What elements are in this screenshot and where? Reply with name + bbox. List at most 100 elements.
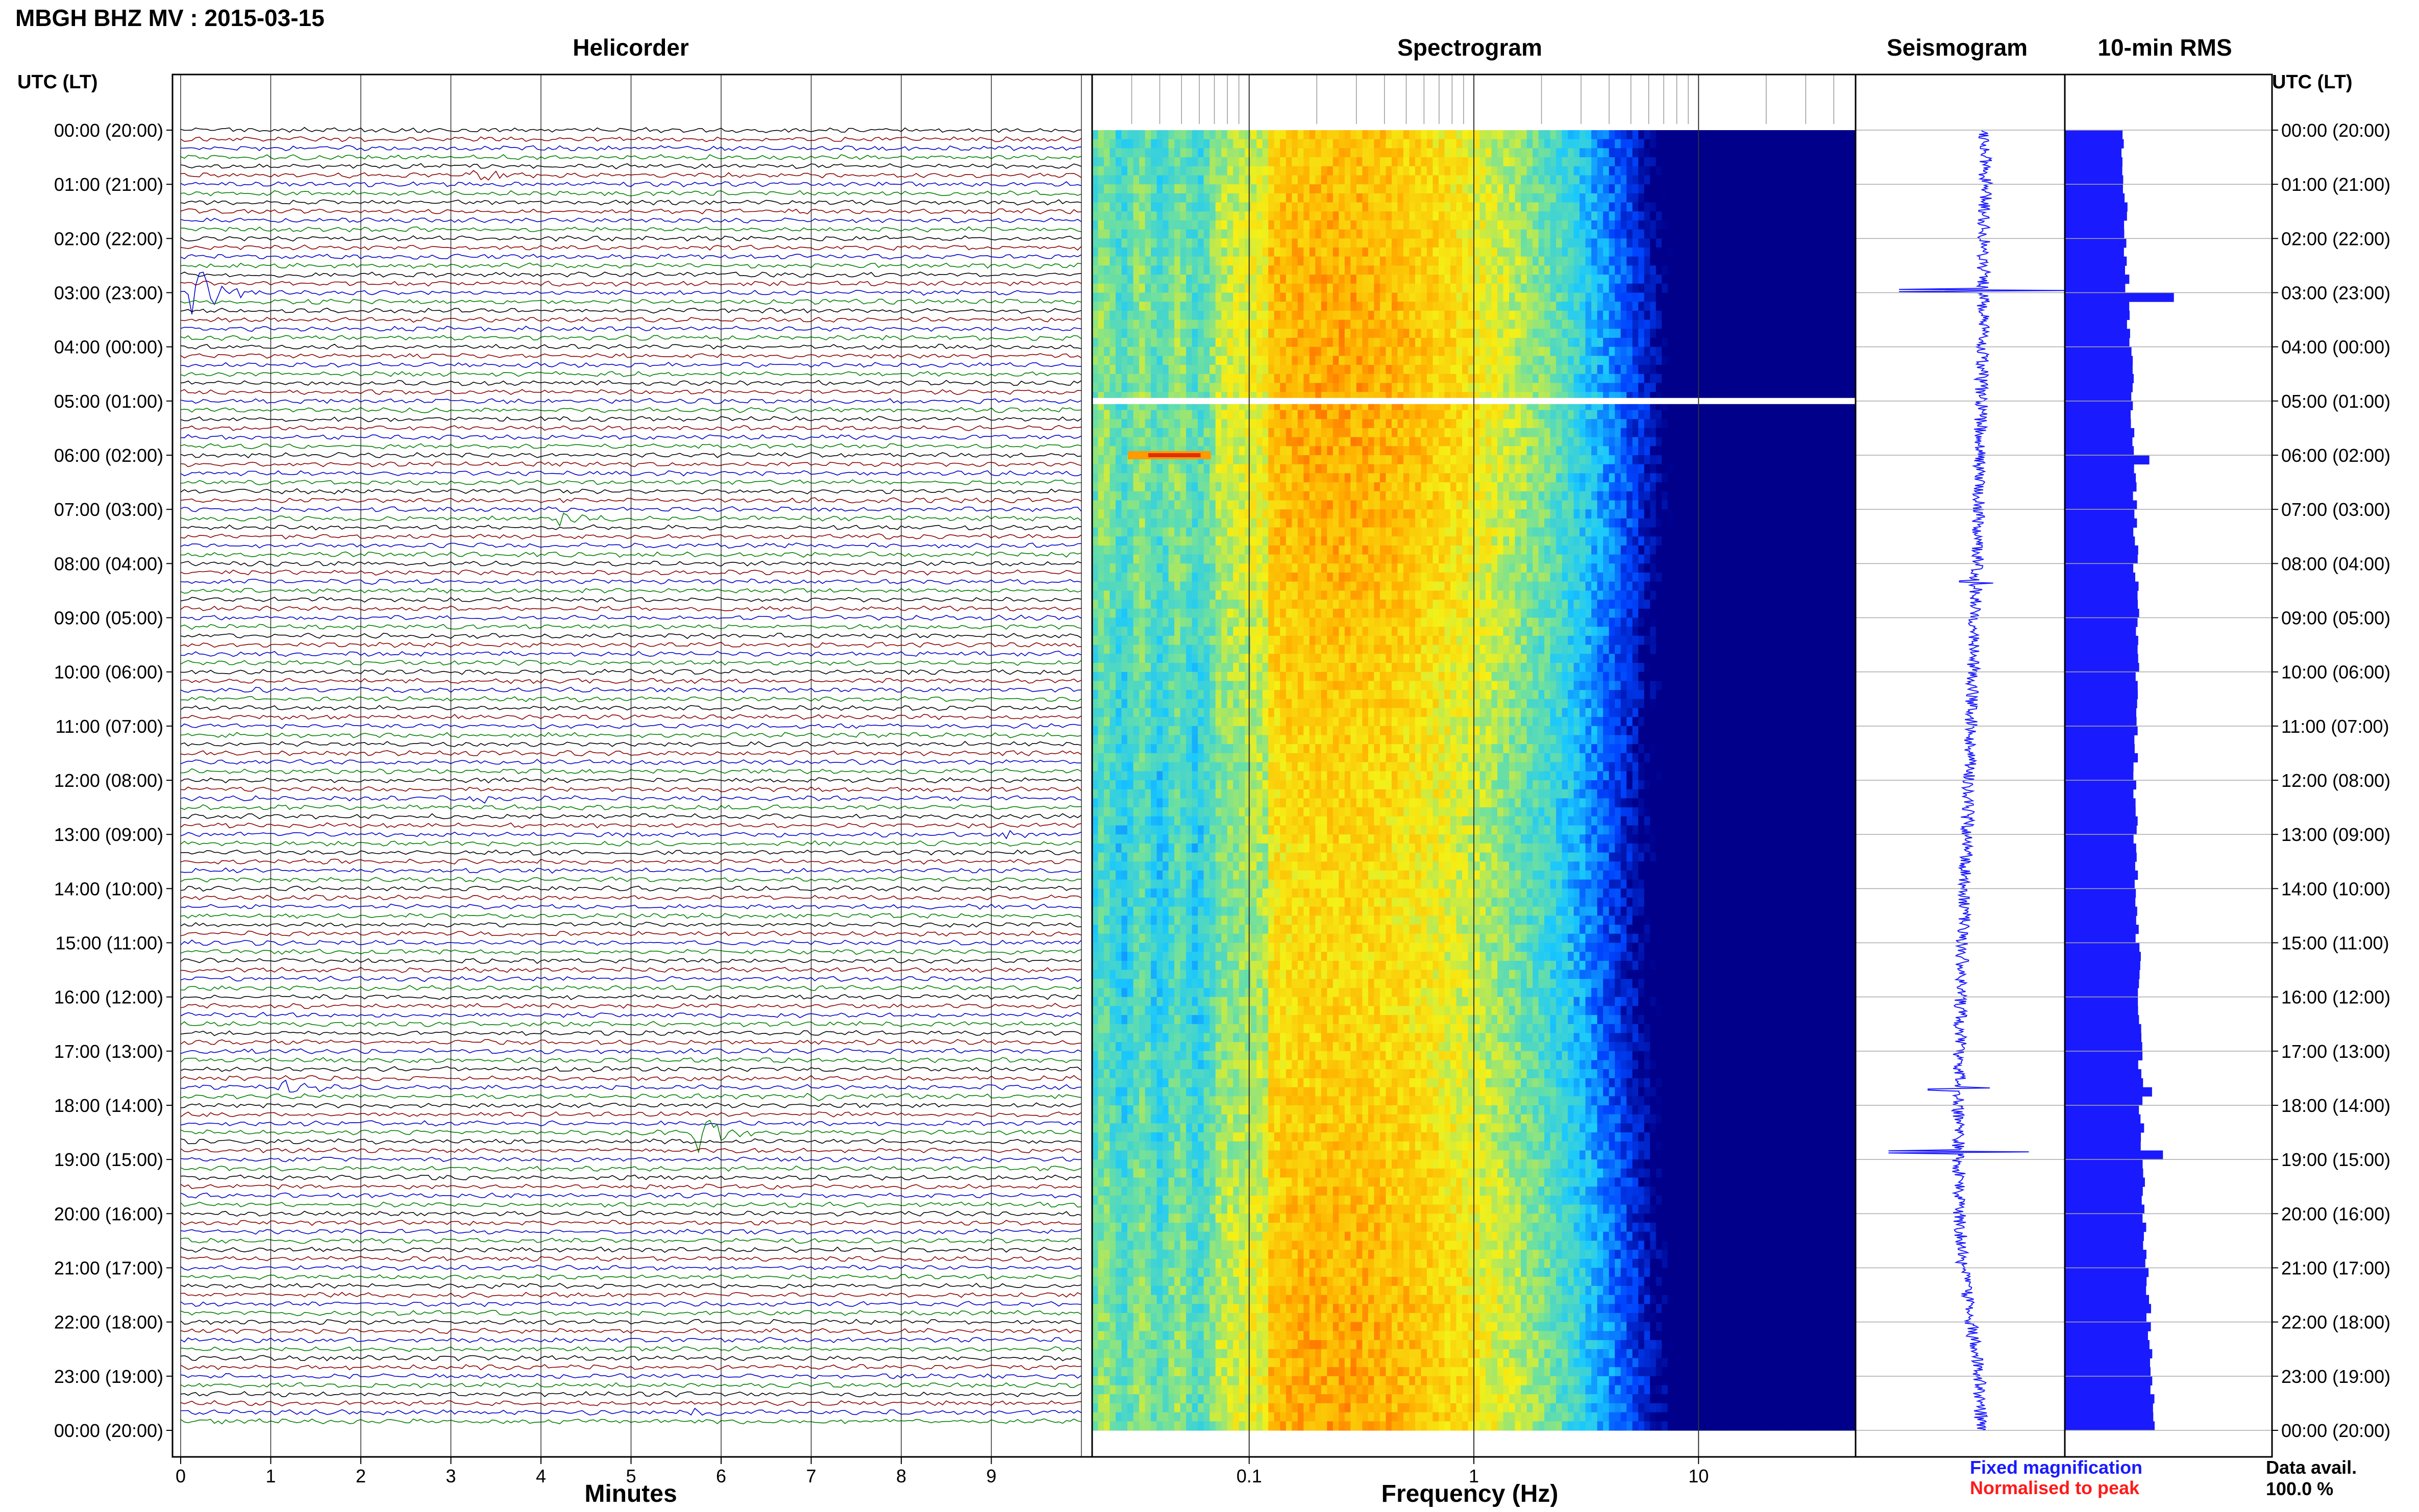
rms-bar <box>2065 356 2133 365</box>
helicorder-x-tick-label: 0 <box>176 1466 186 1486</box>
rms-bar <box>2065 1268 2149 1277</box>
rms-bar <box>2065 455 2150 464</box>
rms-bar <box>2065 383 2133 392</box>
time-axis-label-right: UTC (LT) <box>2272 71 2353 93</box>
rms-bar <box>2065 1277 2146 1286</box>
rms-bar <box>2065 1033 2141 1042</box>
rms-bar <box>2065 1051 2142 1060</box>
rms-bar <box>2065 970 2140 979</box>
rms-bar <box>2065 1349 2152 1358</box>
rms-bar <box>2065 302 2129 311</box>
legend-fixed-magnification: Fixed magnification <box>1970 1457 2142 1478</box>
rms-bar <box>2065 573 2135 582</box>
rms-bar <box>2065 1213 2142 1223</box>
rms-bar <box>2065 193 2125 203</box>
rms-bar <box>2065 844 2136 853</box>
time-label-right: 07:00 (03:00) <box>2281 499 2390 520</box>
rms-bar <box>2065 166 2122 176</box>
helicorder-x-tick-label: 6 <box>716 1466 726 1486</box>
spectrogram-title: Spectrogram <box>1397 34 1542 61</box>
time-label-right: 01:00 (21:00) <box>2281 174 2390 195</box>
time-label-right: 23:00 (19:00) <box>2281 1366 2390 1387</box>
frequency-axis-label: Frequency (Hz) <box>1381 1480 1559 1508</box>
page-title: MBGH BHZ MV : 2015-03-15 <box>15 4 325 32</box>
rms-bar <box>2065 401 2133 410</box>
rms-bar <box>2065 789 2133 799</box>
rms-bar <box>2065 1024 2141 1033</box>
time-label-left: 11:00 (07:00) <box>56 716 163 737</box>
time-label-right: 13:00 (09:00) <box>2281 824 2390 845</box>
helicorder-x-tick-label: 3 <box>446 1466 456 1486</box>
rms-bar <box>2065 220 2124 230</box>
rms-bar <box>2065 735 2134 745</box>
rms-bar <box>2065 672 2136 681</box>
time-label-left: 08:00 (04:00) <box>54 553 163 574</box>
time-label-left: 21:00 (17:00) <box>54 1258 163 1279</box>
rms-bar <box>2065 1367 2151 1376</box>
rms-bar <box>2065 582 2139 591</box>
rms-bar <box>2065 726 2138 735</box>
rms-bar <box>2065 473 2136 482</box>
rms-bar <box>2065 1132 2141 1142</box>
rms-bar <box>2065 284 2125 293</box>
rms-bar <box>2065 546 2138 555</box>
rms-bar <box>2065 1096 2142 1105</box>
rms-bar <box>2065 1123 2144 1132</box>
rms-bar <box>2065 509 2134 518</box>
rms-bar <box>2065 834 2134 844</box>
rms-bar <box>2065 238 2127 247</box>
rms-bar <box>2065 1385 2151 1395</box>
rms-bar <box>2065 1250 2146 1259</box>
time-label-right: 18:00 (14:00) <box>2281 1095 2390 1116</box>
time-label-left: 01:00 (21:00) <box>54 174 163 195</box>
rms-bar <box>2065 1196 2142 1205</box>
rms-bar <box>2065 861 2135 871</box>
rms-bar <box>2065 176 2123 185</box>
rms-bar <box>2065 934 2136 943</box>
rms-bar <box>2065 148 2121 157</box>
rms-bar <box>2065 1331 2148 1340</box>
rms-bar <box>2065 1223 2146 1232</box>
rms-bar <box>2065 798 2136 807</box>
rms-bar <box>2065 645 2138 654</box>
rms-bar <box>2065 636 2138 645</box>
rms-bar <box>2065 1286 2146 1295</box>
rms-bar <box>2065 320 2127 329</box>
time-label-left: 18:00 (14:00) <box>54 1095 163 1116</box>
rms-bar <box>2065 907 2137 916</box>
rms-bar <box>2065 952 2141 961</box>
rms-bar <box>2065 1259 2145 1268</box>
helicorder-x-tick-label: 4 <box>536 1466 546 1486</box>
rms-bar <box>2065 1205 2144 1214</box>
time-label-right: 19:00 (15:00) <box>2281 1149 2390 1170</box>
time-label-left: 10:00 (06:00) <box>54 662 163 683</box>
rms-bar <box>2065 744 2135 753</box>
time-label-right: 22:00 (18:00) <box>2281 1312 2390 1333</box>
time-label-left: 14:00 (10:00) <box>54 878 163 899</box>
rms-bar <box>2065 275 2129 284</box>
time-label-left: 15:00 (11:00) <box>56 933 163 954</box>
rms-bar <box>2065 347 2132 356</box>
rms-bar <box>2065 265 2125 275</box>
rms-bar <box>2065 257 2127 266</box>
time-label-right: 00:00 (20:00) <box>2281 1420 2390 1441</box>
legend-normalised-to-peak: Normalised to peak <box>1970 1477 2139 1499</box>
rms-bar <box>2065 708 2136 717</box>
rms-bar <box>2065 871 2138 880</box>
rms-bar <box>2065 943 2139 952</box>
time-label-left: 16:00 (12:00) <box>54 987 163 1008</box>
time-label-left: 03:00 (23:00) <box>54 283 163 304</box>
rms-bar <box>2065 428 2134 437</box>
data-availability: Data avail. 100.0 % <box>2266 1457 2357 1500</box>
rms-bar <box>2065 329 2130 338</box>
time-label-right: 12:00 (08:00) <box>2281 770 2390 791</box>
rms-bar <box>2065 1006 2138 1015</box>
rms-bar <box>2065 1105 2139 1114</box>
time-label-left: 13:00 (09:00) <box>54 824 163 845</box>
rms-bar <box>2065 699 2137 708</box>
rms-bar <box>2065 753 2138 762</box>
rms-bar <box>2065 1015 2139 1024</box>
helicorder-x-tick-label: 9 <box>986 1466 996 1486</box>
rms-bar <box>2065 464 2134 474</box>
time-label-right: 15:00 (11:00) <box>2281 933 2389 954</box>
